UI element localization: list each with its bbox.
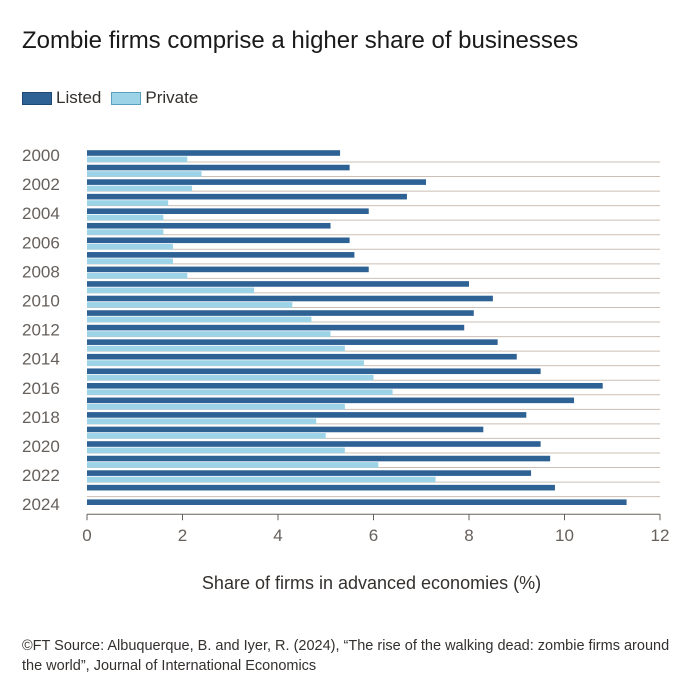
y-tick-label: 2000 (22, 146, 60, 165)
bar-private-2017 (87, 403, 345, 410)
bar-listed-2000 (87, 150, 341, 156)
bar-listed-2021 (87, 455, 551, 462)
bar-private-2012 (87, 331, 331, 337)
bar-private-2019 (87, 433, 326, 439)
bar-private-2007 (87, 258, 173, 265)
bar-private-2006 (87, 243, 173, 250)
bar-listed-2020 (87, 441, 541, 447)
y-tick-label: 2024 (22, 495, 60, 514)
y-tick-label: 2004 (22, 204, 60, 223)
bar-listed-2006 (87, 237, 350, 244)
bar-listed-2019 (87, 426, 484, 433)
legend-label-private: Private (145, 88, 199, 107)
bar-listed-2016 (87, 383, 603, 389)
bar-listed-2024 (87, 499, 627, 505)
bar-listed-2013 (87, 339, 498, 345)
y-tick-label: 2006 (22, 233, 60, 252)
bar-listed-2005 (87, 222, 331, 229)
bar-listed-2007 (87, 252, 355, 258)
bar-listed-2022 (87, 470, 532, 476)
y-tick-label: 2010 (22, 292, 60, 311)
bar-listed-2015 (87, 368, 541, 375)
bar-private-2004 (87, 214, 164, 221)
bar-private-2018 (87, 418, 317, 425)
legend-item-listed: Listed (22, 88, 101, 108)
legend: Listed Private (22, 88, 208, 108)
x-tick-label: 6 (369, 526, 378, 545)
y-tick-label: 2014 (22, 350, 60, 369)
bar-listed-2002 (87, 179, 427, 185)
bar-private-2008 (87, 273, 188, 279)
bar-listed-2001 (87, 164, 350, 171)
bar-private-2013 (87, 345, 345, 352)
bar-private-2014 (87, 360, 364, 366)
bar-listed-2012 (87, 324, 465, 331)
bar-private-2015 (87, 374, 374, 381)
bar-private-2022 (87, 476, 436, 483)
bar-listed-2010 (87, 295, 493, 302)
bar-listed-2008 (87, 266, 369, 273)
bar-private-2009 (87, 287, 255, 294)
y-tick-label: 2022 (22, 466, 60, 485)
x-tick-label: 2 (178, 526, 187, 545)
y-tick-label: 2016 (22, 379, 60, 398)
legend-item-private: Private (111, 88, 198, 108)
x-tick-label: 0 (82, 526, 91, 545)
bar-chart: 0 2 4 6 8 10 12 2000 2002 2004 2006 2008 2010 2012 201… (22, 146, 670, 593)
x-tick-label: 8 (464, 526, 473, 545)
bar-private-2016 (87, 389, 393, 395)
bar-private-2020 (87, 447, 345, 454)
bar-private-2000 (87, 156, 188, 163)
bar-listed-2017 (87, 397, 575, 404)
y-tick-label: 2002 (22, 175, 60, 194)
x-tick-label: 10 (555, 526, 574, 545)
bar-private-2011 (87, 316, 312, 323)
bar-listed-2003 (87, 193, 407, 200)
y-tick-label: 2020 (22, 437, 60, 456)
bar-private-2005 (87, 229, 164, 235)
bar-listed-2011 (87, 310, 474, 316)
y-tick-label: 2008 (22, 262, 60, 281)
bar-listed-2018 (87, 412, 527, 418)
x-tick-label: 4 (273, 526, 282, 545)
y-tick-label: 2018 (22, 408, 60, 427)
bar-private-2010 (87, 302, 293, 308)
source-note: ©FT Source: Albuquerque, B. and Iyer, R.… (22, 638, 670, 674)
x-tick-label: 12 (651, 526, 670, 545)
bar-listed-2009 (87, 281, 469, 287)
bar-private-2002 (87, 185, 193, 192)
y-tick-label: 2012 (22, 321, 60, 340)
bar-listed-2014 (87, 353, 517, 360)
legend-swatch-listed (22, 91, 52, 105)
bar-listed-2023 (87, 484, 555, 491)
x-axis-title: Share of firms in advanced economies (%) (202, 573, 541, 593)
legend-swatch-private (111, 91, 142, 105)
bar-private-2001 (87, 171, 202, 177)
legend-label-listed: Listed (56, 88, 102, 107)
bar-private-2003 (87, 200, 169, 206)
bar-private-2021 (87, 462, 379, 468)
chart-title: Zombie firms comprise a higher share of … (22, 27, 579, 54)
bar-listed-2004 (87, 208, 369, 214)
